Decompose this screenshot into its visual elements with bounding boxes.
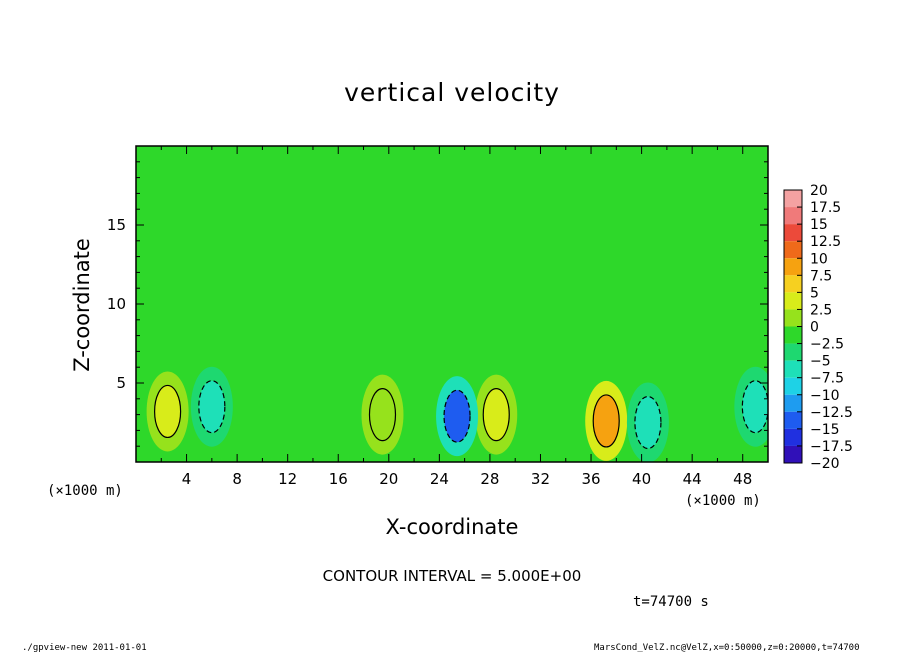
y-tick-label: 5 [116, 374, 126, 392]
x-tick-label: 44 [683, 470, 702, 488]
field-feature [154, 384, 182, 439]
colorbar-swatch [784, 207, 802, 225]
x-axis-label: X-coordinate [385, 515, 519, 539]
plot-area [136, 146, 768, 462]
colorbar-label: −5 [810, 354, 831, 370]
colorbar-swatch [784, 292, 802, 310]
x-tick-label: 48 [733, 470, 752, 488]
field-feature [482, 388, 510, 442]
field-layer [136, 146, 768, 462]
colorbar-label: 12.5 [810, 234, 841, 250]
colorbar-swatch [784, 224, 802, 242]
colorbar-label: 20 [810, 183, 828, 199]
field-feature [741, 380, 768, 434]
footer-right: MarsCond_VelZ.nc@VelZ,x=0:50000,z=0:2000… [594, 643, 860, 653]
field-feature [443, 389, 471, 443]
field-feature [592, 394, 620, 448]
field-feature [368, 388, 397, 442]
colorbar-swatch [784, 275, 802, 293]
x-tick-label: 36 [581, 470, 600, 488]
colorbar-swatch [784, 309, 802, 327]
colorbar-label: 17.5 [810, 200, 841, 216]
colorbar-swatch [784, 394, 802, 412]
colorbar-label: 15 [810, 217, 828, 233]
contour-interval-text: CONTOUR INTERVAL = 5.000E+00 [322, 567, 582, 585]
x-tick-label: 12 [278, 470, 297, 488]
colorbar-swatch [784, 377, 802, 395]
footer-left: ./gpview-new 2011-01-01 [22, 643, 147, 653]
y-tick-label: 10 [107, 295, 126, 313]
x-tick-label: 4 [182, 470, 192, 488]
colorbar-label: −2.5 [810, 337, 844, 353]
colorbar-label: 5 [810, 285, 819, 301]
y-tick-label: 15 [107, 216, 126, 234]
colorbar-label: 0 [810, 320, 819, 336]
colorbar-label: −10 [810, 388, 840, 404]
x-tick-label: 28 [480, 470, 499, 488]
colorbar-label: −17.5 [810, 439, 853, 455]
colorbar-label: −20 [810, 456, 840, 472]
colorbar-label: −15 [810, 422, 840, 438]
x-tick-label: 40 [632, 470, 651, 488]
colorbar-swatch [784, 258, 802, 276]
x-unit-label-right: (×1000 m) [685, 493, 761, 509]
colorbar-label: 2.5 [810, 302, 832, 318]
colorbar-swatch [784, 428, 802, 446]
x-tick-label: 20 [379, 470, 398, 488]
colorbar-swatch [784, 190, 802, 208]
colorbar-swatch [784, 326, 802, 344]
colorbar-swatch [784, 360, 802, 378]
x-tick-label: 16 [329, 470, 348, 488]
x-unit-label-left: (×1000 m) [47, 483, 123, 499]
x-tick-label: 8 [232, 470, 242, 488]
colorbar-label: 7.5 [810, 268, 832, 284]
x-tick-label: 24 [430, 470, 449, 488]
field-feature [634, 395, 662, 450]
colorbar-swatch [784, 445, 802, 463]
x-tick-label: 32 [531, 470, 550, 488]
colorbar-label: −7.5 [810, 371, 844, 387]
colorbar-swatch [784, 411, 802, 429]
colorbar-swatch [784, 343, 802, 361]
colorbar-swatch [784, 241, 802, 259]
colorbar-label: 10 [810, 251, 828, 267]
colorbar-label: −12.5 [810, 405, 853, 421]
time-label: t=74700 s [633, 594, 709, 610]
field-feature [198, 380, 226, 434]
chart-title: vertical velocity [344, 78, 560, 107]
